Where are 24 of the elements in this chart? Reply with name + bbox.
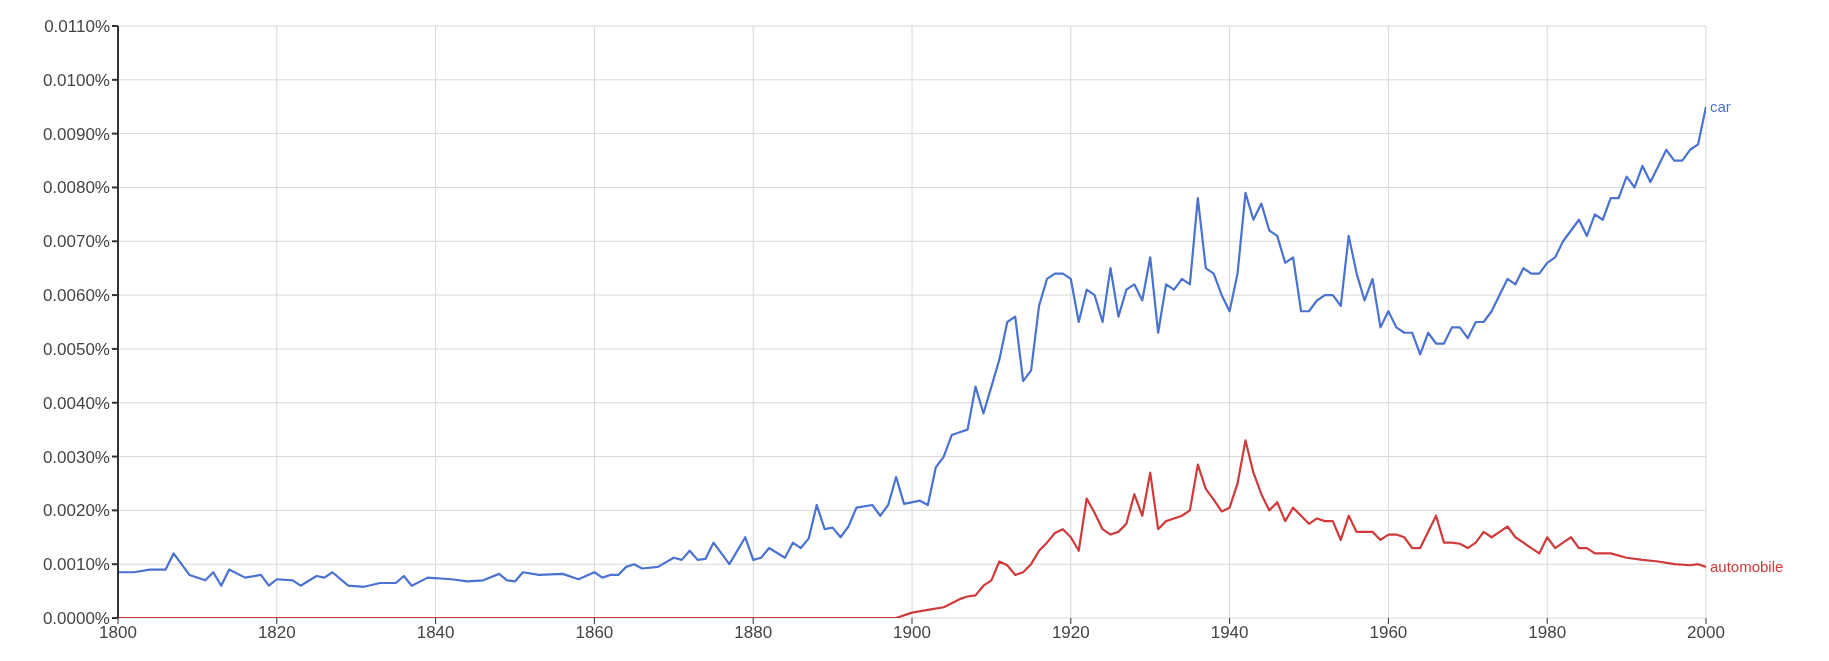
y-tick-label: 0.0020% [42, 501, 110, 521]
series-label: car [1710, 97, 1731, 115]
y-tick-label: 0.0010% [42, 555, 110, 575]
y-tick-label: 0.0080% [42, 178, 110, 198]
x-tick-label: 1900 [893, 623, 931, 643]
series-label: automobile [1710, 557, 1784, 575]
x-tick-label: 1920 [1051, 623, 1090, 643]
y-tick-label: 0.0070% [42, 232, 110, 252]
x-tick-label: 2000 [1687, 623, 1725, 643]
y-tick-label: 0.0100% [42, 70, 110, 90]
y-tick-label: 0.0090% [42, 124, 110, 144]
y-tick-label: 0.0050% [42, 339, 110, 359]
x-tick-label: 1880 [734, 623, 773, 643]
x-tick-label: 1820 [257, 623, 296, 643]
line-series [118, 105, 1706, 588]
y-tick-label: 0.0110% [44, 17, 110, 37]
x-tick-label: 1980 [1528, 623, 1567, 643]
x-tick-label: 1860 [575, 623, 614, 643]
y-tick-label: 0.0060% [42, 286, 110, 306]
x-tick-label: 1960 [1369, 623, 1408, 643]
x-tick-label: 1940 [1210, 623, 1249, 643]
x-tick-label: 1840 [416, 623, 455, 643]
y-tick-label: 0.0030% [42, 447, 110, 467]
y-tick-label: 0.0040% [42, 393, 110, 413]
